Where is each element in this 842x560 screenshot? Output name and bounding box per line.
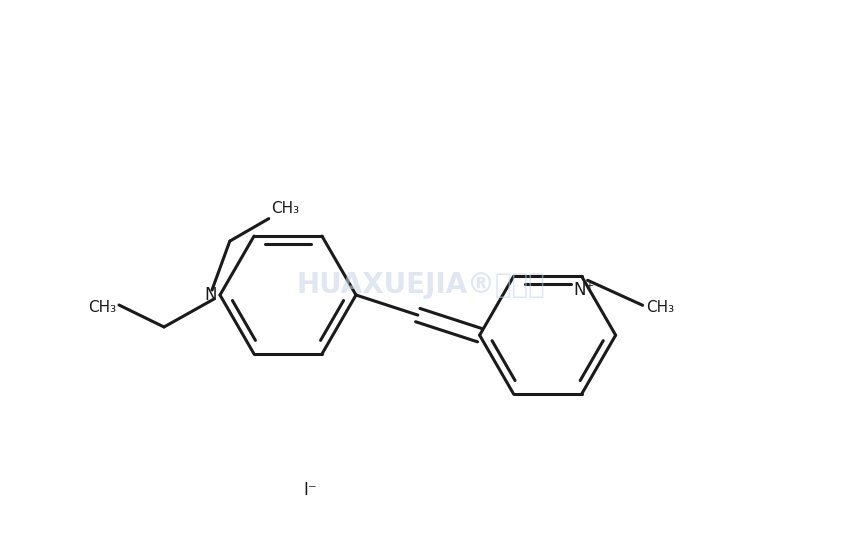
Text: I⁻: I⁻ (303, 481, 317, 499)
Text: CH₃: CH₃ (646, 300, 674, 315)
Text: CH₃: CH₃ (88, 300, 116, 315)
Text: HUAXUEJIA®化学加: HUAXUEJIA®化学加 (296, 271, 546, 299)
Text: N⁺: N⁺ (573, 281, 594, 299)
Text: N: N (205, 286, 217, 304)
Text: CH₃: CH₃ (271, 200, 299, 216)
